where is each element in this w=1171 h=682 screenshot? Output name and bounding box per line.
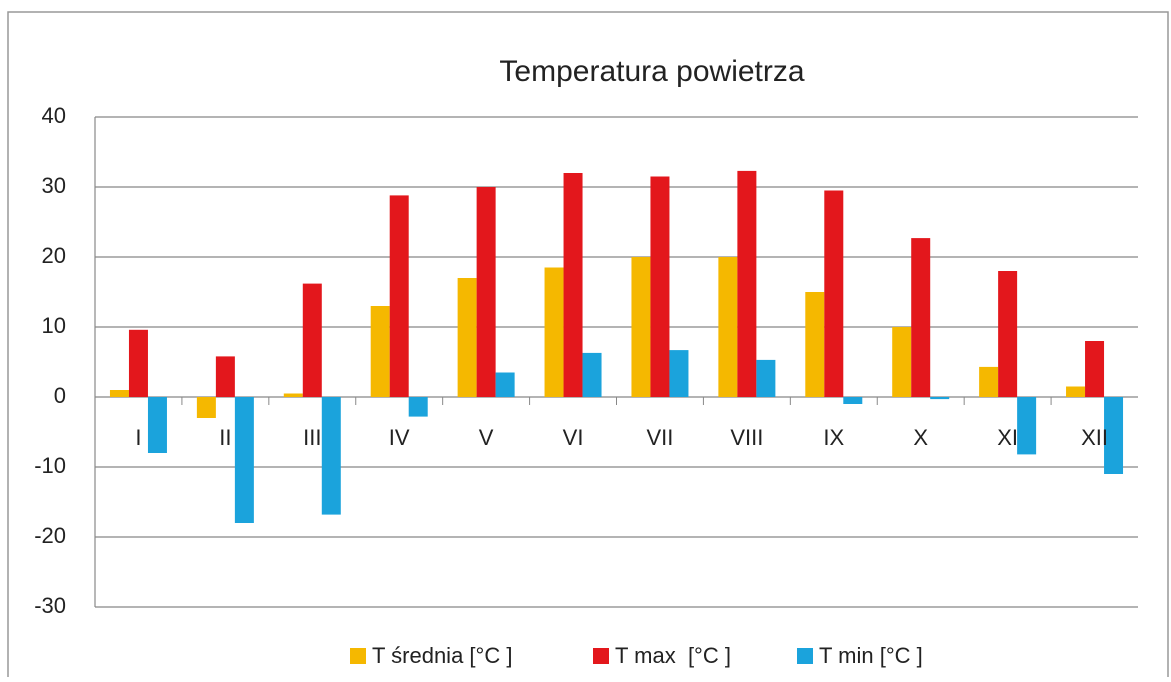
chart-title: Temperatura powietrza	[499, 55, 804, 88]
x-tick-label: VIII	[730, 425, 763, 450]
bar	[408, 397, 428, 417]
bar	[737, 170, 757, 397]
x-tick-label: XI	[997, 425, 1018, 450]
bar	[370, 306, 390, 397]
bar	[582, 352, 602, 397]
chart-frame	[7, 11, 1169, 682]
x-tick-label: II	[219, 425, 231, 450]
x-tick-label: IV	[389, 425, 410, 450]
bar	[302, 283, 322, 397]
y-tick-label: 30	[42, 173, 66, 198]
bar	[650, 176, 670, 397]
x-tick-label: IX	[823, 425, 844, 450]
bar	[389, 195, 409, 397]
bar	[718, 257, 738, 397]
y-tick-label: 20	[42, 243, 66, 268]
y-tick-label: -30	[34, 593, 66, 618]
y-tick-label: 10	[42, 313, 66, 338]
legend-swatch	[350, 648, 366, 664]
bar	[805, 292, 825, 397]
bar	[843, 397, 863, 404]
legend-label: T min [°C ]	[819, 643, 923, 668]
legend-label: T max [°C ]	[615, 643, 731, 668]
bar	[1085, 341, 1105, 397]
legend-swatch	[593, 648, 609, 664]
bar	[998, 271, 1018, 397]
y-tick-label: -10	[34, 453, 66, 478]
y-tick-label: 40	[42, 103, 66, 128]
x-tick-label: V	[479, 425, 494, 450]
legend-label: T średnia [°C ]	[372, 643, 512, 668]
bar	[234, 397, 254, 523]
x-tick-label: X	[913, 425, 928, 450]
x-tick-label: VII	[647, 425, 674, 450]
bar	[196, 397, 216, 418]
legend-swatch	[797, 648, 813, 664]
bar	[1017, 397, 1037, 455]
x-tick-label: VI	[563, 425, 584, 450]
bar	[1066, 386, 1086, 397]
bar	[563, 173, 583, 397]
bar	[321, 397, 341, 515]
bar	[495, 372, 515, 397]
bar	[147, 397, 167, 453]
x-tick-label: III	[303, 425, 321, 450]
bar	[283, 393, 303, 397]
bar	[476, 187, 496, 397]
bar	[109, 390, 129, 397]
bar	[215, 356, 235, 397]
bar	[669, 350, 689, 397]
bar	[1104, 397, 1124, 474]
bar	[930, 397, 950, 400]
bar	[128, 329, 148, 397]
bar	[979, 366, 999, 397]
bar	[911, 238, 931, 397]
bar	[457, 278, 477, 397]
bar	[544, 267, 564, 397]
bar	[631, 257, 651, 397]
bar	[756, 359, 776, 397]
bar	[892, 327, 912, 397]
x-tick-label: XII	[1081, 425, 1108, 450]
x-tick-label: I	[135, 425, 141, 450]
y-tick-label: -20	[34, 523, 66, 548]
bar	[824, 190, 844, 397]
y-tick-label: 0	[54, 383, 66, 408]
